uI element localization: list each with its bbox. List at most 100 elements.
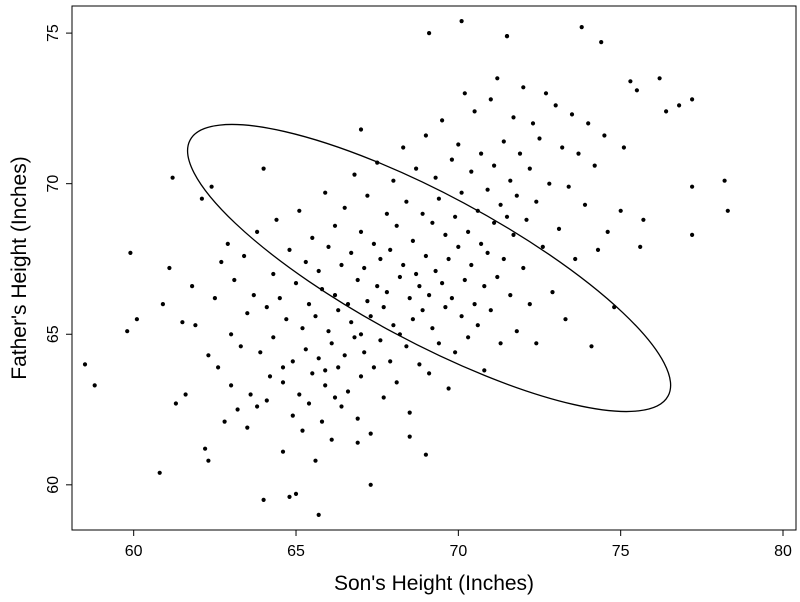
- data-point: [261, 497, 266, 502]
- data-point: [242, 253, 247, 259]
- data-point: [621, 145, 627, 150]
- data-point: [488, 308, 493, 313]
- data-point: [407, 434, 412, 439]
- data-point: [293, 491, 299, 496]
- data-point: [134, 317, 139, 322]
- data-point: [362, 350, 367, 355]
- data-point: [290, 413, 295, 418]
- data-point: [401, 262, 406, 268]
- data-point: [628, 79, 633, 84]
- data-point: [245, 311, 250, 316]
- data-point: [287, 494, 292, 499]
- x-tick-label: 70: [449, 543, 467, 560]
- data-point: [440, 281, 445, 286]
- data-point: [498, 341, 503, 346]
- data-point: [345, 389, 351, 394]
- data-point: [417, 362, 422, 367]
- data-point: [313, 314, 318, 319]
- data-point: [495, 274, 500, 280]
- data-point: [433, 175, 438, 180]
- data-point: [258, 350, 263, 355]
- data-point: [527, 166, 532, 171]
- data-point: [316, 268, 321, 274]
- data-point: [190, 284, 195, 289]
- data-point: [358, 374, 364, 379]
- data-point: [498, 202, 503, 207]
- data-point: [566, 184, 571, 189]
- data-point: [722, 178, 727, 183]
- data-point: [336, 365, 341, 370]
- data-point: [472, 109, 477, 114]
- data-point: [605, 229, 610, 234]
- data-point: [521, 85, 526, 90]
- data-point: [303, 259, 308, 265]
- data-point: [222, 419, 227, 424]
- data-point: [316, 512, 321, 518]
- data-point: [349, 250, 354, 255]
- data-point: [530, 121, 536, 126]
- data-point: [271, 335, 276, 340]
- data-point: [446, 256, 451, 262]
- data-point: [280, 380, 286, 385]
- data-point: [323, 368, 328, 373]
- data-point: [371, 241, 376, 246]
- data-point: [482, 284, 487, 289]
- data-point: [618, 208, 623, 213]
- data-point: [407, 296, 412, 301]
- data-point: [456, 244, 461, 249]
- data-point: [475, 323, 480, 328]
- data-point: [592, 163, 597, 168]
- data-point: [251, 293, 256, 298]
- data-point: [310, 371, 315, 376]
- data-point: [229, 332, 234, 337]
- data-point: [501, 139, 506, 144]
- data-point: [436, 196, 441, 201]
- data-point: [453, 214, 458, 219]
- data-point: [368, 314, 373, 319]
- x-tick-label: 65: [287, 543, 305, 560]
- data-point: [157, 470, 162, 475]
- data-point: [397, 274, 402, 280]
- data-point: [404, 344, 409, 349]
- data-point: [313, 458, 318, 463]
- data-point: [589, 344, 594, 349]
- data-point: [430, 220, 435, 225]
- data-point: [401, 145, 406, 150]
- data-point: [229, 383, 234, 388]
- x-tick-label: 80: [774, 543, 792, 560]
- data-point: [332, 223, 338, 228]
- data-point: [170, 175, 175, 180]
- data-point: [297, 392, 302, 397]
- data-point: [323, 383, 328, 388]
- data-point: [576, 151, 581, 156]
- data-point: [462, 277, 467, 283]
- data-point: [352, 335, 357, 340]
- data-point: [245, 425, 250, 430]
- data-point: [514, 329, 519, 334]
- data-point: [274, 217, 279, 222]
- data-point: [573, 256, 578, 262]
- y-tick-label: 70: [45, 175, 62, 193]
- data-point: [248, 392, 253, 397]
- x-axis: 60 65 70 75 80: [125, 530, 792, 560]
- data-point: [488, 97, 493, 102]
- data-point: [569, 112, 575, 117]
- data-point: [203, 446, 208, 451]
- data-point: [319, 419, 325, 424]
- data-point: [427, 371, 432, 376]
- data-point: [446, 386, 451, 391]
- data-point: [267, 374, 273, 379]
- data-point: [537, 136, 542, 141]
- data-point: [167, 265, 172, 271]
- data-point: [375, 284, 380, 289]
- data-point: [368, 431, 373, 436]
- data-point: [586, 121, 591, 126]
- data-point: [436, 341, 441, 346]
- data-point: [485, 250, 490, 255]
- y-axis-title: Father's Height (Inches): [8, 156, 31, 379]
- data-point: [199, 196, 204, 201]
- data-point: [355, 440, 360, 445]
- data-point: [407, 410, 412, 415]
- data-point: [345, 302, 351, 307]
- x-axis-title: Son's Height (Inches): [334, 572, 534, 595]
